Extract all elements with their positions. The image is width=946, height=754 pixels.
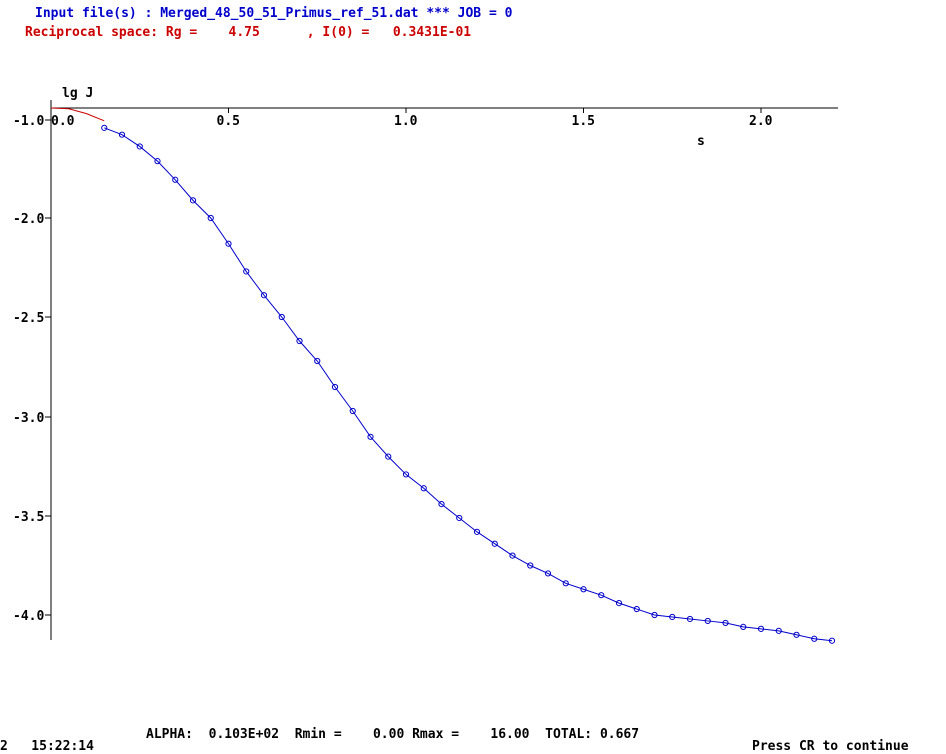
data-point — [154, 158, 161, 165]
x-tick-label: 2.0 — [749, 114, 773, 129]
data-point — [598, 592, 605, 599]
data-point — [278, 313, 285, 321]
ticks: 0.0 0.5 1.0 1.5 2.0 -1.0 -2.0 -2.5 -3.0 -3.5 -4.0 l… — [13, 86, 773, 624]
data-point — [527, 562, 534, 569]
data-point — [349, 407, 356, 415]
data-point — [473, 528, 481, 535]
data-point — [615, 600, 623, 607]
data-point — [331, 383, 339, 391]
data-point — [651, 611, 658, 619]
y-tick-label: -2.0 — [13, 212, 44, 227]
data-point — [172, 176, 179, 183]
data-point — [314, 357, 321, 365]
data-point — [562, 580, 569, 587]
fit-line — [104, 127, 833, 642]
data-point — [775, 627, 782, 634]
header-input-file: Input file(s) : Merged_48_50_51_Primus_r… — [35, 6, 513, 21]
data-point — [367, 433, 374, 440]
data-point — [136, 143, 143, 150]
data-point — [189, 197, 197, 204]
data-point — [456, 514, 463, 522]
x-tick-label: 1.0 — [394, 114, 418, 129]
header-reciprocal-space: Reciprocal space: Rg = 4.75 , I(0) = 0.3… — [25, 25, 472, 40]
data-point — [793, 631, 800, 638]
data-point — [722, 619, 729, 627]
data-point — [669, 613, 676, 621]
data-point — [509, 552, 516, 559]
points-layer — [101, 124, 836, 644]
data-point — [118, 131, 126, 138]
y-tick-label: -3.0 — [13, 411, 44, 426]
x-axis-label: s — [697, 134, 705, 149]
data-point — [438, 501, 445, 508]
data-point — [704, 617, 711, 625]
data-point — [385, 453, 392, 460]
data-point — [544, 570, 552, 577]
data-point — [580, 586, 587, 593]
data-point — [243, 268, 250, 275]
y-tick-label: -2.5 — [13, 311, 44, 326]
data-point — [757, 625, 765, 632]
extrapolation-line — [50, 107, 105, 122]
x-tick-label: 0.0 — [51, 114, 75, 129]
axes — [50, 100, 838, 640]
x-tick-label: 0.5 — [217, 114, 240, 129]
y-tick-label: -1.0 — [13, 114, 44, 129]
data-point — [686, 615, 694, 623]
data-point — [101, 124, 108, 131]
data-point — [633, 605, 640, 613]
y-axis-label: lg J — [62, 86, 93, 101]
x-tick-label: 1.5 — [572, 114, 595, 129]
footer-continue-prompt: Press CR to continue — [752, 739, 909, 754]
series-layer — [50, 107, 833, 642]
y-tick-label: -3.5 — [13, 510, 44, 525]
footer-job-time: 2 15:22:14 — [0, 739, 94, 754]
data-point — [402, 471, 410, 478]
data-point — [420, 485, 427, 492]
data-point — [740, 623, 747, 630]
data-point — [207, 214, 214, 222]
data-point — [811, 635, 818, 642]
data-point — [491, 540, 498, 547]
footer-stats: ALPHA: 0.103E+02 Rmin = 0.00 Rmax = 16.0… — [146, 727, 640, 742]
data-point — [225, 240, 232, 247]
data-point — [828, 637, 836, 644]
data-point — [296, 337, 303, 345]
data-point — [260, 292, 268, 299]
y-tick-label: -4.0 — [13, 609, 44, 624]
